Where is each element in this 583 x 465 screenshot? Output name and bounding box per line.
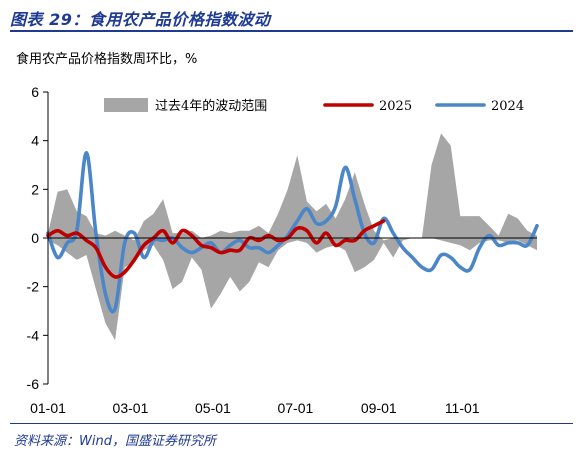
band-layer [48, 133, 537, 341]
legend-label-2025: 2025 [379, 99, 412, 114]
line-layer [46, 150, 539, 314]
legend-label-band: 过去4年的波动范围 [155, 98, 267, 114]
legend: 过去4年的波动范围 2025 2024 [104, 98, 524, 114]
title-rule [10, 30, 573, 32]
y-tick-label: 2 [31, 181, 39, 197]
y-tick-label: 6 [31, 84, 39, 100]
y-tick-label: -4 [27, 327, 40, 343]
x-tick-label: 09-01 [361, 400, 397, 416]
source-note: 资料来源：Wind，国盛证券研究所 [14, 434, 216, 449]
band-series-range [48, 133, 537, 341]
x-tick-label: 01-01 [30, 400, 66, 416]
y-tick-label: -2 [27, 279, 40, 295]
figure-title: 图表 29：食用农产品价格指数波动 [10, 10, 271, 29]
y-tick-label: 4 [31, 133, 39, 149]
x-tick-label: 03-01 [113, 400, 149, 416]
line-series-2025 [46, 219, 386, 279]
x-tick-label: 07-01 [277, 400, 313, 416]
line-series-2024 [46, 150, 539, 314]
legend-swatch-band [104, 98, 148, 112]
y-tick-label: -6 [27, 376, 40, 392]
y-tick-label: 0 [31, 230, 39, 246]
x-tick-label: 05-01 [195, 400, 231, 416]
axis-layer: -6 -4 -2 0 2 4 6 01-01 03-01 05-01 07-01 09-01 11-01 [27, 84, 537, 416]
legend-label-2024: 2024 [491, 99, 524, 114]
x-tick-label: 11-01 [445, 400, 480, 416]
chart-subtitle: 食用农产品价格指数周环比，% [16, 52, 198, 67]
source-rule [10, 423, 573, 424]
